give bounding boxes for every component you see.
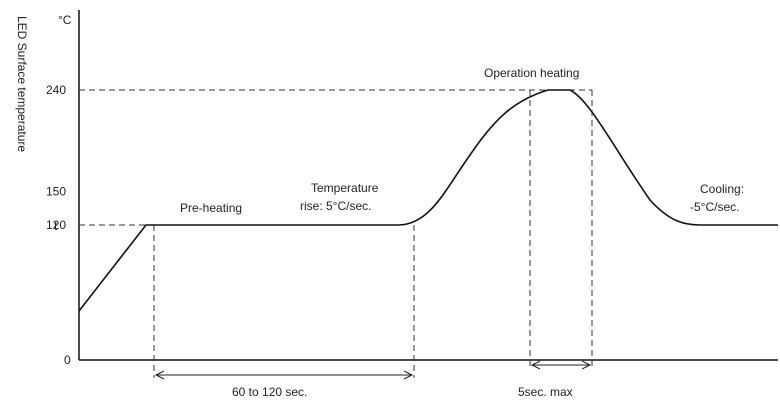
y-axis-label: LED Surface temperature bbox=[15, 16, 29, 152]
preheat-label: Pre-heating bbox=[180, 201, 242, 215]
y-tick-label: 240 bbox=[46, 83, 66, 97]
y-tick-minor-label: t bbox=[54, 219, 58, 233]
rise-label-line2: rise: 5°C/sec. bbox=[300, 199, 371, 213]
cooling-label-line2: -5°C/sec. bbox=[690, 200, 739, 214]
cooling-label-line1: Cooling: bbox=[700, 182, 744, 196]
y-tick-labels: 0 120 150 240 bbox=[46, 83, 71, 367]
preheat-duration-label: 60 to 120 sec. bbox=[232, 385, 307, 399]
y-unit-label: °C bbox=[58, 13, 72, 27]
temperature-profile-line bbox=[78, 89, 778, 312]
y-tick-label: 150 bbox=[46, 184, 66, 198]
operation-heating-label: Operation heating bbox=[484, 66, 579, 80]
y-tick-label: 120 bbox=[46, 218, 66, 232]
peak-duration-arrow bbox=[530, 360, 592, 370]
peak-duration-label: 5sec. max bbox=[518, 385, 573, 399]
rise-label-line1: Temperature bbox=[311, 181, 379, 195]
preheat-duration-arrow bbox=[154, 370, 414, 380]
y-tick-label: 0 bbox=[64, 353, 71, 367]
